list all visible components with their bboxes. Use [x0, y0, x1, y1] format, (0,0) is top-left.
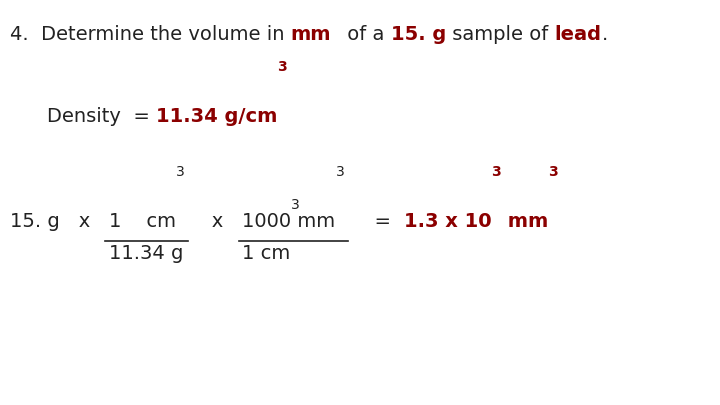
Text: 11.34 g: 11.34 g	[109, 244, 183, 263]
Text: 1000 mm: 1000 mm	[243, 212, 336, 231]
Text: 15. g: 15. g	[10, 212, 60, 231]
Text: mm: mm	[501, 212, 549, 231]
Text: 1 cm: 1 cm	[243, 244, 291, 263]
Text: lead: lead	[554, 26, 601, 45]
Text: x: x	[60, 212, 109, 231]
Text: Density  =: Density =	[47, 107, 156, 126]
Text: 1    cm: 1 cm	[109, 212, 176, 231]
Text: 3: 3	[492, 165, 501, 179]
Text: 3: 3	[336, 165, 344, 179]
Text: 3: 3	[277, 60, 287, 74]
Text: =: =	[362, 212, 404, 231]
Text: 15. g: 15. g	[391, 26, 446, 45]
Text: .: .	[601, 26, 608, 45]
Text: sample of: sample of	[446, 26, 554, 45]
Text: 11.34 g/cm: 11.34 g/cm	[156, 107, 277, 126]
Text: 3: 3	[291, 198, 300, 211]
Text: 3: 3	[549, 165, 558, 179]
Text: mm: mm	[291, 26, 331, 45]
Text: 4.  Determine the volume in: 4. Determine the volume in	[10, 26, 291, 45]
Text: x: x	[194, 212, 243, 231]
Text: 3: 3	[176, 165, 185, 179]
Text: of a: of a	[341, 26, 391, 45]
Text: 1.3 x 10: 1.3 x 10	[404, 212, 492, 231]
